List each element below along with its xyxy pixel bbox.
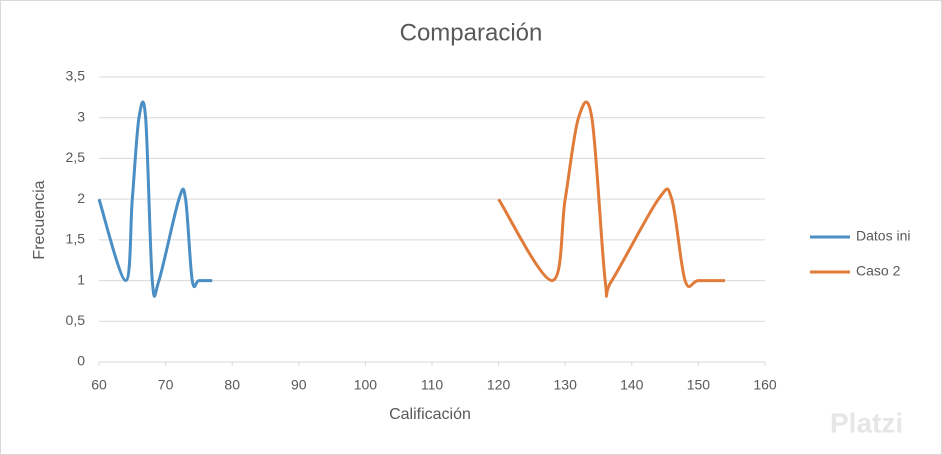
y-tick-label: 3 [77, 108, 85, 124]
series-line [497, 100, 726, 298]
y-tick-label: 2 [77, 190, 85, 206]
x-tick-label: 90 [291, 377, 307, 393]
watermark: Platzi [830, 407, 903, 438]
x-tick-label: 150 [687, 377, 711, 393]
x-tick-label: 120 [487, 377, 511, 393]
y-tick-label: 0,5 [66, 312, 86, 328]
x-tick-label: 110 [421, 377, 444, 393]
x-tick-label: 60 [91, 377, 107, 393]
y-axis-label: Frecuencia [31, 180, 48, 259]
x-tick-label: 140 [620, 377, 644, 393]
series-line [97, 100, 213, 298]
y-tick-label: 1 [77, 271, 85, 287]
x-tick-label: 100 [354, 377, 378, 393]
y-tick-label: 0 [77, 353, 85, 369]
y-tick-label: 2,5 [66, 149, 86, 165]
x-tick-label: 130 [554, 377, 578, 393]
x-tick-label: 160 [753, 377, 777, 393]
x-tick-label: 70 [158, 377, 174, 393]
x-tick-label: 80 [224, 377, 240, 393]
legend-label: Datos ini [856, 228, 910, 244]
y-tick-label: 1,5 [66, 231, 86, 247]
legend-label: Caso 2 [856, 263, 901, 279]
x-axis-label: Calificación [389, 406, 471, 423]
chart-title: Comparación [400, 19, 543, 46]
y-tick-label: 3,5 [66, 68, 86, 84]
